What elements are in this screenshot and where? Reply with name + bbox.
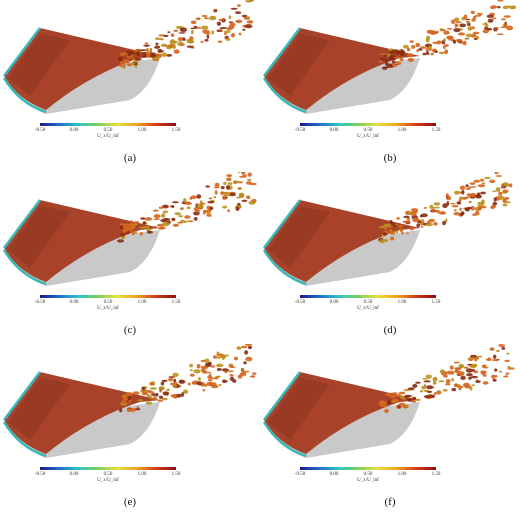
- colorbar-ticks: -0.50 0.00 0.50 1.00 1.50: [295, 128, 441, 136]
- panel-d: -0.50 0.00 0.50 1.00 1.50 U_x/U_inf (d): [260, 172, 520, 344]
- colorbar-tick-label: 0.00: [329, 300, 339, 305]
- wing-flow-render: [262, 0, 516, 114]
- surface-shading: [8, 378, 70, 440]
- surface-shading: [8, 34, 70, 96]
- surface-shading: [268, 34, 330, 96]
- subfigure-caption: (e): [123, 496, 137, 508]
- colorbar-label: U_x/U_inf: [357, 306, 379, 311]
- colorbar-tick-label: 0.00: [69, 472, 79, 477]
- wing-flow-render: [262, 344, 515, 458]
- subfigure-caption: (f): [384, 496, 396, 508]
- vortex-structures: [378, 172, 513, 244]
- wing-flow-render: [262, 172, 513, 286]
- wing-suction-surface: [4, 372, 160, 454]
- vortex-structures: [119, 344, 257, 413]
- colorbar-tick-label: 1.00: [397, 472, 407, 477]
- colorbar-tick-label: 0.50: [103, 128, 113, 133]
- colorbar-tick-label: -0.50: [294, 472, 306, 477]
- subfigure-caption: (d): [383, 324, 397, 336]
- leading-edge: [2, 27, 47, 114]
- colorbar-label: U_x/U_inf: [97, 134, 119, 139]
- wing-suction-surface: [264, 28, 420, 110]
- subfigure-caption: (a): [123, 152, 137, 164]
- colorbar-label: U_x/U_inf: [357, 134, 379, 139]
- surface-shading: [8, 206, 70, 268]
- colorbar-tick-label: 1.50: [431, 472, 441, 477]
- colorbar-tick-label: 1.00: [137, 300, 147, 305]
- colorbar-ticks: -0.50 0.00 0.50 1.00 1.50: [35, 300, 181, 308]
- subfigure-caption: (c): [123, 324, 137, 336]
- colorbar-tick-label: 0.50: [103, 300, 113, 305]
- subfigure-caption: (b): [383, 152, 397, 164]
- colorbar-tick-label: 1.00: [137, 128, 147, 133]
- colorbar-tick-label: 0.50: [103, 472, 113, 477]
- colorbar-tick-label: -0.50: [294, 128, 306, 133]
- vortex-structures: [117, 172, 257, 243]
- leading-edge: [262, 27, 307, 114]
- colorbar-ticks: -0.50 0.00 0.50 1.00 1.50: [295, 300, 441, 308]
- colorbar-tick-label: 1.50: [171, 472, 181, 477]
- colorbar: [300, 123, 436, 126]
- colorbar-tick-label: 1.00: [397, 300, 407, 305]
- colorbar-tick-label: -0.50: [294, 300, 306, 305]
- colorbar: [40, 467, 176, 470]
- wing-suction-surface: [264, 200, 420, 282]
- colorbar-tick-label: 0.00: [69, 300, 79, 305]
- panel-a: -0.50 0.00 0.50 1.00 1.50 U_x/U_inf (a): [0, 0, 260, 172]
- colorbar-tick-label: -0.50: [34, 300, 46, 305]
- surface-shading: [268, 378, 330, 440]
- colorbar-tick-label: 1.50: [171, 128, 181, 133]
- wing-suction-surface: [4, 200, 160, 282]
- colorbar-tick-label: 0.50: [363, 472, 373, 477]
- colorbar-tick-label: 0.50: [363, 300, 373, 305]
- colorbar: [40, 123, 176, 126]
- colorbar-tick-label: 0.00: [329, 472, 339, 477]
- colorbar-tick-label: 0.50: [363, 128, 373, 133]
- wing-flow-render: [2, 0, 254, 114]
- surface-shading: [268, 206, 330, 268]
- panel-c: -0.50 0.00 0.50 1.00 1.50 U_x/U_inf (c): [0, 172, 260, 344]
- colorbar: [40, 295, 176, 298]
- colorbar-tick-label: 1.50: [431, 128, 441, 133]
- leading-edge: [2, 199, 47, 286]
- colorbar-ticks: -0.50 0.00 0.50 1.00 1.50: [35, 472, 181, 480]
- wing-flow-render: [2, 172, 257, 286]
- colorbar-tick-label: 0.00: [329, 128, 339, 133]
- colorbar-tick-label: 0.00: [69, 128, 79, 133]
- colorbar: [300, 295, 436, 298]
- wing-suction-surface: [264, 372, 420, 454]
- vortex-structures: [117, 0, 254, 69]
- colorbar-label: U_x/U_inf: [357, 478, 379, 483]
- wing-flow-render: [2, 344, 257, 458]
- colorbar-ticks: -0.50 0.00 0.50 1.00 1.50: [295, 472, 441, 480]
- colorbar: [300, 467, 436, 470]
- colorbar-tick-label: -0.50: [34, 472, 46, 477]
- colorbar-tick-label: 1.50: [431, 300, 441, 305]
- panel-b: -0.50 0.00 0.50 1.00 1.50 U_x/U_inf (b): [260, 0, 520, 172]
- leading-edge: [262, 199, 307, 286]
- colorbar-tick-label: 1.50: [171, 300, 181, 305]
- colorbar-tick-label: 1.00: [397, 128, 407, 133]
- colorbar-label: U_x/U_inf: [97, 478, 119, 483]
- vortex-structures: [378, 344, 515, 414]
- wing-suction-surface: [4, 28, 160, 110]
- colorbar-label: U_x/U_inf: [97, 306, 119, 311]
- panel-f: -0.50 0.00 0.50 1.00 1.50 U_x/U_inf (f): [260, 344, 520, 516]
- colorbar-ticks: -0.50 0.00 0.50 1.00 1.50: [35, 128, 181, 136]
- leading-edge: [2, 371, 47, 458]
- vortex-structures: [378, 0, 516, 70]
- colorbar-tick-label: 1.00: [137, 472, 147, 477]
- panel-e: -0.50 0.00 0.50 1.00 1.50 U_x/U_inf (e): [0, 344, 260, 516]
- leading-edge: [262, 371, 307, 458]
- colorbar-tick-label: -0.50: [34, 128, 46, 133]
